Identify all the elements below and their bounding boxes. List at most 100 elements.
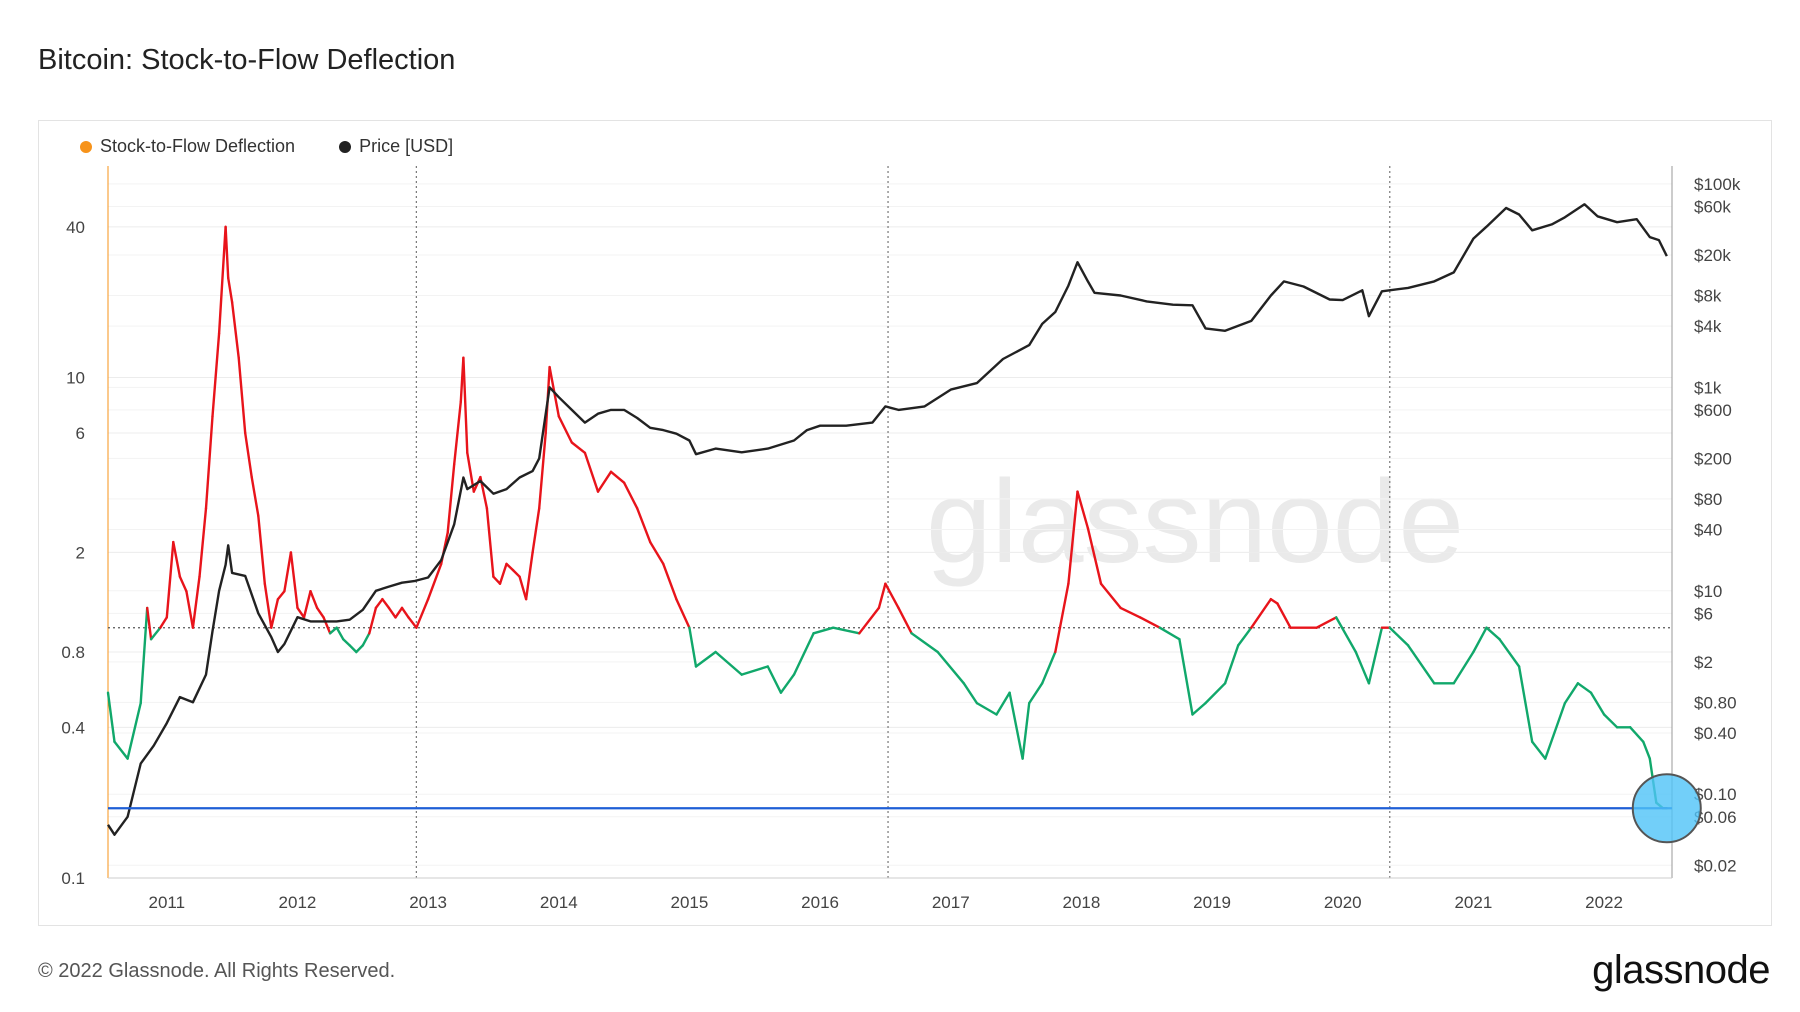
deflection-segment [688,626,698,668]
deflection-segment [740,665,769,676]
deflection-segment [204,415,214,510]
deflection-segment [583,451,600,493]
x-tick-label: 2019 [1193,893,1231,912]
deflection-segment [387,606,397,619]
deflection-segment [113,740,129,760]
deflection-segment [1472,626,1488,654]
y-right-tick-label: $60k [1694,197,1731,216]
deflection-segment [675,598,691,629]
deflection-segment [230,301,240,359]
deflection-segment [832,626,861,635]
x-tick-label: 2014 [540,893,578,912]
x-tick-label: 2015 [671,893,709,912]
deflection-segment [1040,650,1057,685]
deflection-segment [596,470,613,493]
legend-item-price[interactable]: Price [USD] [339,136,453,157]
price-line [106,203,1668,836]
deflection-segment [1544,701,1567,760]
chart-legend: Stock-to-Flow Deflection Price [USD] [80,136,453,157]
deflection-segment [1485,626,1501,641]
deflection-segment [694,650,717,668]
page-title: Bitcoin: Stock-to-Flow Deflection [38,44,456,76]
deflection-segment [1642,740,1652,760]
y-right-tick-label: $20k [1694,246,1731,265]
y-right-tick-label: $1k [1694,378,1722,397]
deflection-segment [446,463,456,534]
y-left-tick-label: 0.4 [61,718,85,737]
deflection-segment [1076,490,1090,530]
x-tick-label: 2021 [1454,893,1492,912]
deflection-segment [1178,638,1194,716]
deflection-segment [1119,606,1142,619]
deflection-segment [322,616,332,635]
deflection-segment [1099,582,1122,610]
y-right-tick-label: $600 [1694,401,1732,420]
deflection-segment [224,225,230,280]
deflection-segment [662,562,678,601]
highlight-circle [1631,773,1702,844]
deflection-segment [1589,691,1606,716]
y-left-tick-label: 6 [76,424,85,443]
brand-logo[interactable]: glassnode [1592,948,1770,992]
deflection-segment [149,626,162,641]
deflection-segment [858,606,881,635]
y-right-tick-label: $10 [1694,582,1722,601]
deflection-segment [1602,713,1619,729]
deflection-segment [276,590,286,601]
deflection-segment [1269,598,1279,605]
y-left-tick-label: 0.8 [61,643,85,662]
deflection-segment [106,691,116,743]
legend-item-deflection[interactable]: Stock-to-Flow Deflection [80,136,295,157]
deflection-segment [636,507,652,544]
deflection-segment [792,632,815,676]
deflection-segment [557,415,573,444]
y-left-tick-label: 40 [66,218,85,237]
series-layer [106,203,1669,836]
deflection-segment [250,475,260,517]
deflection-segment [1498,638,1521,668]
deflection-segment [1250,598,1273,629]
halving-lines [415,166,1391,878]
deflection-segment [884,582,900,610]
y-right-tick-labels: $0.02 $0.06 $0.10 $0.40 $0.80 $2 $6 $10 $40 $80 $2… [1694,175,1741,875]
deflection-segment [309,590,319,610]
deflection-segment [570,441,587,454]
deflection-segment [1204,682,1227,705]
y-left-tick-label: 10 [66,368,85,387]
x-tick-label: 2018 [1063,893,1101,912]
deflection-segment [1067,490,1079,585]
y-left-tick-label: 2 [76,543,85,562]
deflection-segment [877,582,887,610]
y-right-tick-label: $200 [1694,449,1732,468]
y-right-tick-label: $0.06 [1694,808,1737,827]
deflection-segment [217,225,227,335]
deflection-segment [226,276,234,304]
deflection-segment [1223,644,1240,685]
y-right-tick-label: $2 [1694,653,1713,672]
y-right-tick-label: $0.10 [1694,785,1737,804]
deflection-segment [1334,616,1358,654]
deflection-segment [1086,527,1103,585]
legend-label-price: Price [USD] [359,136,454,156]
deflection-segment [400,606,410,619]
deflection-segment [159,616,169,629]
deflection-segment [374,598,384,610]
deflection-segment [126,701,142,760]
deflection-segment [462,356,469,454]
deflection-segment [1367,626,1384,685]
deflection-segment [453,400,462,466]
deflection-segment [296,606,306,619]
y-right-tick-label: $40 [1694,521,1722,540]
x-tick-label: 2017 [932,893,970,912]
deflection-segment [1406,644,1436,685]
legend-label-deflection: Stock-to-Flow Deflection [100,136,296,156]
y-right-tick-label: $8k [1694,286,1722,305]
deflection-segment [1388,626,1410,647]
deflection-segment [714,650,743,676]
deflection-segment [766,665,783,694]
deflection-segment [381,598,391,610]
deflection-segment [243,431,253,479]
overlay [108,773,1702,844]
deflection-segment [191,575,201,629]
